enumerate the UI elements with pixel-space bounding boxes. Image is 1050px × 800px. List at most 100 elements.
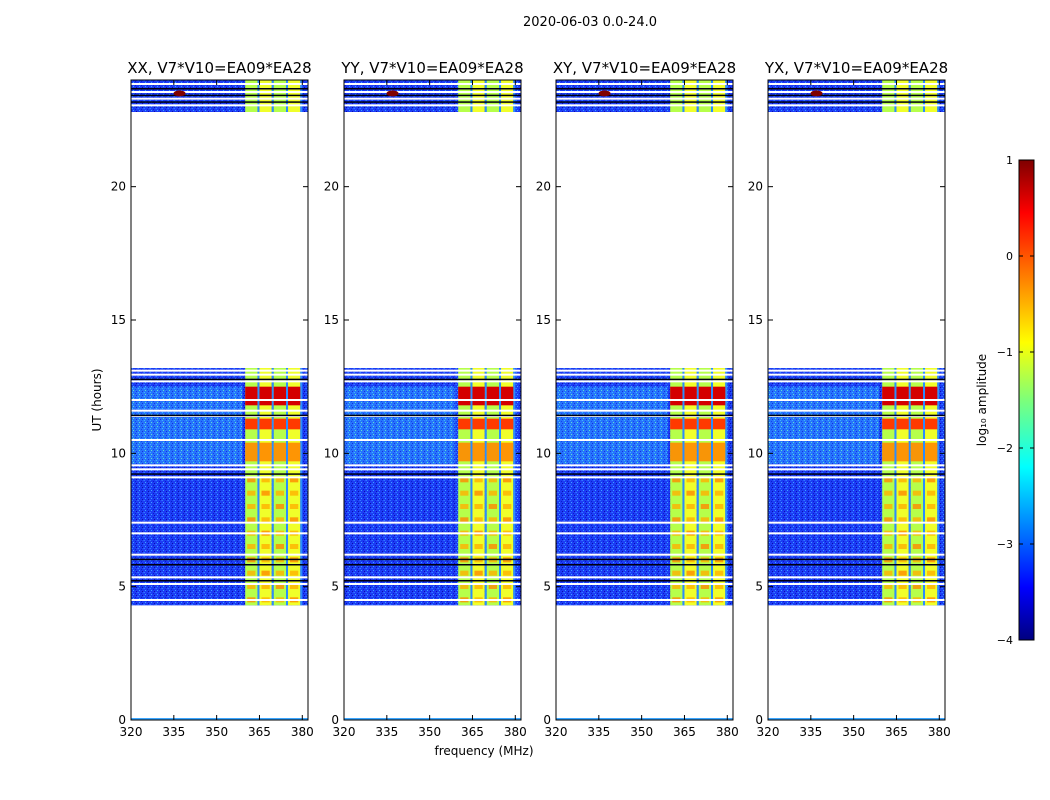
rfi-blob xyxy=(503,490,512,496)
rfi-blob xyxy=(247,504,256,509)
rfi-burst xyxy=(273,442,287,462)
rfi-blob xyxy=(686,517,695,523)
figure-suptitle: 2020-06-03 0.0-24.0 xyxy=(523,15,657,30)
flag-gap xyxy=(131,380,308,383)
flag-gap xyxy=(344,532,521,535)
rfi-blob xyxy=(686,570,695,576)
rfi-blob xyxy=(898,477,907,483)
rfi-gap xyxy=(937,368,940,606)
rfi-blob xyxy=(261,570,270,576)
rfi-burst xyxy=(896,442,909,462)
hot-spot xyxy=(386,90,399,97)
x-tick-label: 380 xyxy=(928,725,951,739)
dark-row xyxy=(344,88,521,90)
flag-gap xyxy=(768,380,945,383)
dark-row xyxy=(556,94,733,97)
rfi-burst xyxy=(259,418,272,430)
dark-row xyxy=(131,94,308,97)
rfi-blob xyxy=(290,504,299,509)
flag-gap xyxy=(344,468,521,471)
colorbar-tick-label: −1 xyxy=(997,346,1013,359)
rfi-blob xyxy=(290,584,299,589)
flag-gap xyxy=(131,97,308,100)
rfi-burst xyxy=(458,442,471,462)
rfi-burst xyxy=(273,418,287,430)
rfi-blob xyxy=(460,504,469,509)
rfi-gap xyxy=(682,368,685,606)
flag-gap xyxy=(344,599,521,601)
flag-gap xyxy=(131,532,308,535)
flag-gap xyxy=(768,464,945,467)
rfi-blob xyxy=(912,584,922,589)
rfi-blob xyxy=(247,544,256,549)
dark-row xyxy=(768,580,945,582)
flag-gap xyxy=(556,399,733,401)
dark-row xyxy=(131,473,308,475)
flag-gap xyxy=(344,583,521,585)
rfi-burst xyxy=(896,386,909,406)
flag-gap xyxy=(556,104,733,107)
hot-spot xyxy=(598,90,611,97)
rfi-blob xyxy=(275,490,285,496)
y-tick-label: 5 xyxy=(755,580,763,594)
y-tick-label: 20 xyxy=(324,180,339,194)
rfi-burst xyxy=(698,386,712,406)
rfi-blob xyxy=(700,544,710,549)
dark-row xyxy=(556,101,733,103)
dark-row xyxy=(556,564,733,566)
panel-xx: XX, V7*V10=EA09*EA28 320 335 350 365 380 0 5 10 1… xyxy=(111,59,314,739)
rfi-blob xyxy=(290,517,299,523)
x-tick-label: 365 xyxy=(885,725,908,739)
rfi-blob xyxy=(715,477,724,483)
flag-gap xyxy=(768,553,945,556)
rfi-burst xyxy=(713,442,726,462)
flag-gap xyxy=(768,83,945,85)
flag-gap xyxy=(131,476,308,479)
panel-heatmap xyxy=(768,80,945,720)
x-tick-label: 365 xyxy=(673,725,696,739)
panel-yy: YY, V7*V10=EA09*EA28 320 335 350 365 380 0 5 10 1… xyxy=(324,59,527,739)
rfi-blob xyxy=(700,490,710,496)
y-axis-label: UT (hours) xyxy=(90,368,104,431)
dark-row xyxy=(556,414,733,417)
dark-row xyxy=(344,580,521,582)
rfi-gap xyxy=(725,368,728,606)
dark-row xyxy=(344,378,521,381)
y-tick-label: 20 xyxy=(111,180,126,194)
dark-row xyxy=(768,558,945,561)
rfi-blob xyxy=(460,490,469,496)
rfi-burst xyxy=(288,386,301,406)
flag-gap xyxy=(131,576,308,579)
cyan-zone xyxy=(344,386,456,464)
rfi-blob xyxy=(715,570,724,576)
rfi-blob xyxy=(290,570,299,576)
rfi-burst xyxy=(486,442,500,462)
rfi-burst xyxy=(259,386,272,406)
flag-gap xyxy=(556,532,733,535)
panel-heatmap xyxy=(556,80,733,720)
flag-gap xyxy=(768,369,945,372)
rfi-blob xyxy=(884,504,893,509)
flag-gap xyxy=(556,373,733,376)
rfi-blob xyxy=(261,517,270,523)
rfi-blob xyxy=(884,490,893,496)
rfi-gap xyxy=(271,368,274,606)
rfi-blob xyxy=(686,504,695,509)
dark-row xyxy=(344,473,521,475)
rfi-gap xyxy=(908,368,911,606)
shared-labels: frequency (MHz) UT (hours) xyxy=(90,368,534,758)
colorbar-tick-label: −4 xyxy=(997,634,1013,647)
flag-gap xyxy=(344,369,521,372)
dark-row xyxy=(131,88,308,90)
panel-frame xyxy=(343,79,522,721)
rfi-burst xyxy=(882,442,895,462)
y-tick-label: 15 xyxy=(748,313,763,327)
flag-gap xyxy=(344,97,521,100)
rfi-blob xyxy=(261,544,270,549)
rfi-blob xyxy=(700,584,710,589)
rfi-burst xyxy=(472,418,485,430)
rfi-burst xyxy=(698,442,712,462)
flag-gap xyxy=(768,399,945,401)
panel-title: YY, V7*V10=EA09*EA28 xyxy=(340,59,523,77)
flag-gap xyxy=(131,468,308,471)
